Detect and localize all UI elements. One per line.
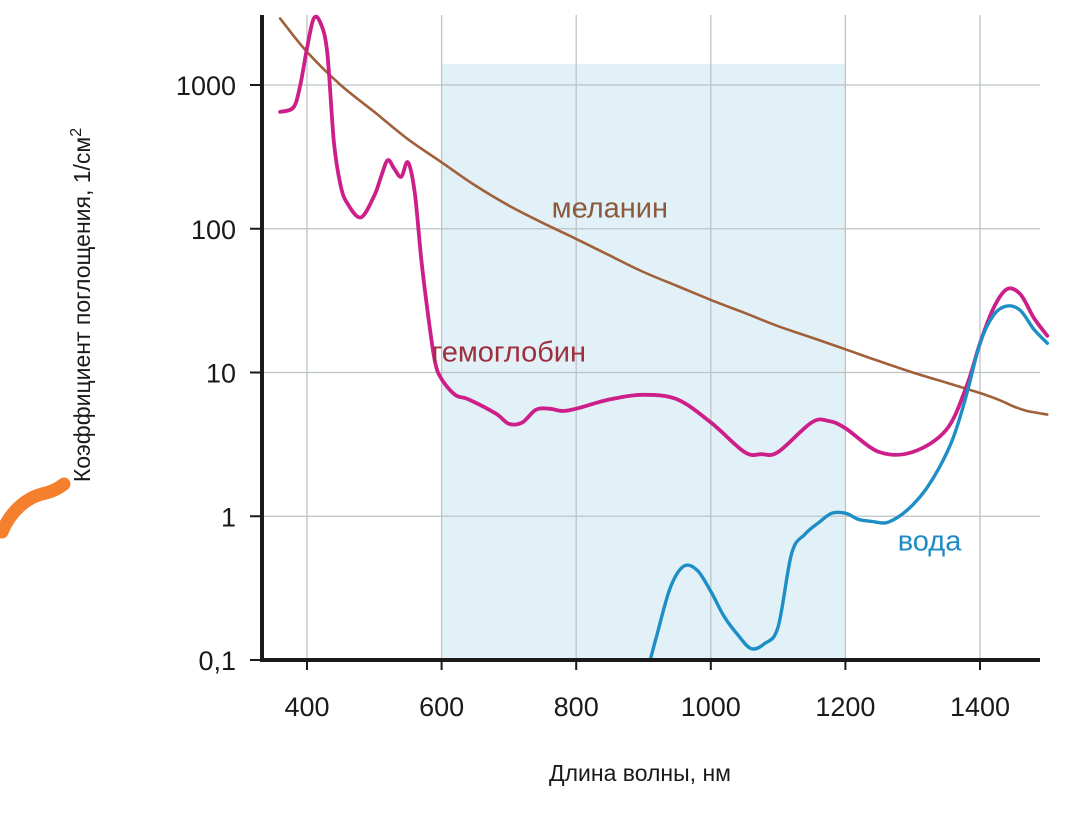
annotation-hemoglobin: гемоглобин <box>432 336 586 368</box>
highlight-band-layer <box>441 63 846 661</box>
x-axis-title: Длина волны, нм <box>549 760 731 786</box>
y-axis-title: Коэффициент поглощения, 1/см2 <box>68 128 95 482</box>
y-tick-label-1000: 1000 <box>176 71 236 101</box>
y-axis-title-superscript: 2 <box>68 128 85 137</box>
x-tick-label-1000: 1000 <box>681 692 741 722</box>
highlight-band <box>441 63 846 661</box>
y-axis-title-text: Коэффициент поглощения, 1/см <box>69 137 95 482</box>
series-line-melanin <box>278 17 1049 416</box>
x-tick-label-400: 400 <box>284 692 329 722</box>
y-tick-label-1: 1 <box>221 502 236 532</box>
y-tick-label-10: 10 <box>206 359 236 389</box>
annotation-layer: меланин гемоглобин вода <box>432 193 962 558</box>
series-line-water <box>648 304 1049 662</box>
series-layer <box>278 14 1050 662</box>
axis-layer <box>260 15 1040 662</box>
annotation-water: вода <box>898 525 962 557</box>
annotation-melanin: меланин <box>552 193 668 225</box>
series-line-hemoglobin <box>278 14 1050 457</box>
x-tick-label-1400: 1400 <box>950 692 1010 722</box>
tick-layer: 400 600 800 1000 1200 1400 0,1 1 10 100 1000 <box>176 71 1010 722</box>
x-tick-label-800: 800 <box>554 692 599 722</box>
y-tick-label-100: 100 <box>191 215 236 245</box>
x-tick-label-600: 600 <box>419 692 464 722</box>
pen-cursor-mark <box>0 477 71 539</box>
y-tick-label-0_1: 0,1 <box>198 646 236 676</box>
x-tick-label-1200: 1200 <box>815 692 875 722</box>
